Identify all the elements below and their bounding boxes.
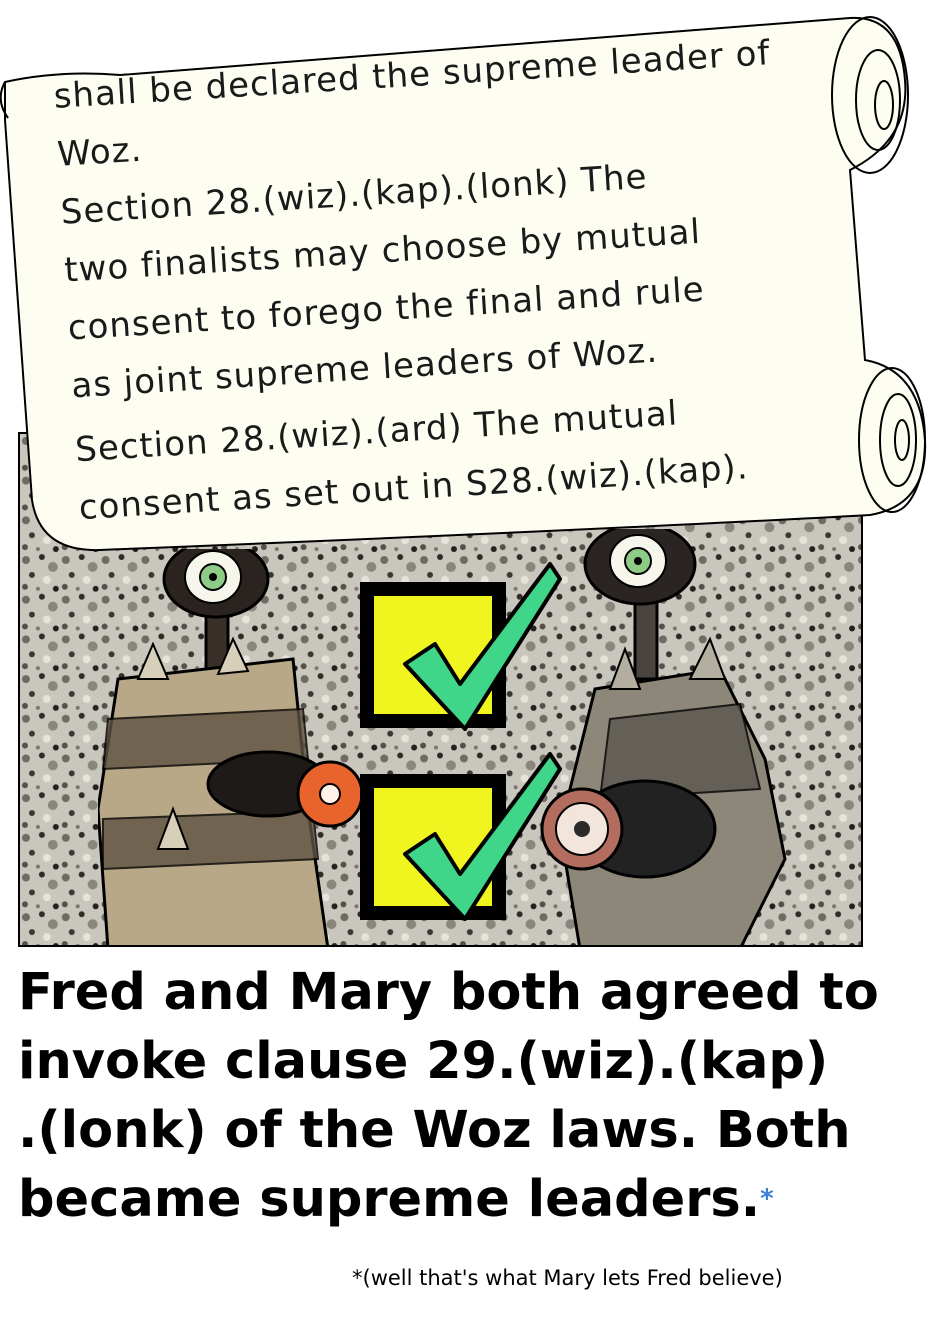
check-mark-icon	[403, 752, 562, 921]
fred-robot	[98, 549, 364, 945]
caption-line: .(lonk) of the Woz laws. Both	[18, 1101, 851, 1160]
scroll: shall be declared the supreme leader of …	[0, 0, 937, 580]
caption-line: became supreme leaders.*	[18, 1165, 923, 1234]
asterisk-mark: *	[760, 1184, 774, 1214]
check-mark-icon	[403, 562, 562, 731]
caption-last-text: became supreme leaders.	[18, 1170, 761, 1229]
footnote: *(well that's what Mary lets Fred believ…	[352, 1266, 783, 1290]
mary-robot	[540, 529, 787, 945]
caption-line: invoke clause 29.(wiz).(kap)	[18, 1032, 829, 1091]
caption-line: Fred and Mary both agreed to	[18, 963, 879, 1022]
scroll-text: shall be declared the supreme leader of …	[52, 20, 859, 537]
caption: Fred and Mary both agreed to invoke clau…	[18, 958, 923, 1234]
scroll-parchment	[0, 16, 927, 552]
